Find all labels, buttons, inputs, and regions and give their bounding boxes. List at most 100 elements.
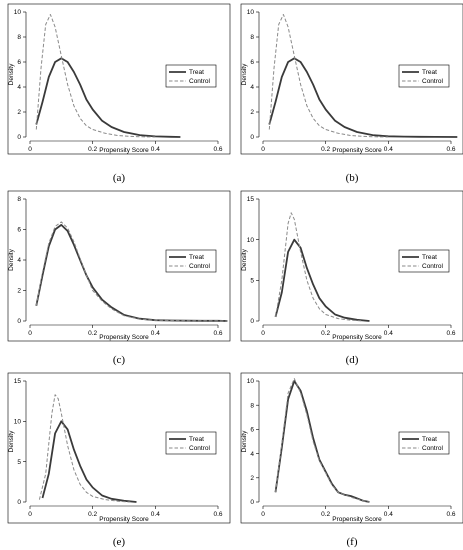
y-tick-label: 4 [17, 257, 21, 264]
y-tick-label: 2 [250, 109, 254, 116]
y-tick-label: 2 [17, 109, 21, 116]
y-axis-title: Density [241, 63, 248, 85]
y-tick-label: 0 [250, 318, 254, 325]
series-line-treat [35, 224, 228, 322]
y-tick-label: 4 [250, 84, 254, 91]
x-tick-label: 0.6 [213, 330, 222, 337]
chart-panel: 0 2 4 6 8 0 0.2 0.4 0.6 Propensity Score Density Tr… [7, 190, 231, 342]
y-tick-label: 2 [250, 475, 254, 482]
y-tick-label: 6 [250, 427, 254, 434]
legend-label-treat: Treat [189, 69, 204, 76]
series-line-control [275, 212, 364, 322]
legend: Treat Control [398, 249, 450, 273]
chart-panel: 0 5 10 15 0 0.2 0.4 0.6 Propensity Score Density T… [7, 372, 231, 524]
legend-label-treat: Treat [422, 69, 437, 76]
y-axis-title: Density [241, 248, 248, 270]
panel-frame [240, 190, 463, 342]
y-tick-label: 0 [250, 499, 254, 506]
legend-box [165, 64, 217, 88]
chart-panel: 0 5 10 15 0 0.2 0.4 0.6 Propensity Score Density T… [240, 190, 463, 342]
series-line-treat [268, 57, 458, 138]
legend-label-treat: Treat [189, 436, 204, 443]
x-tick-label: 0 [28, 146, 32, 153]
series-line-control [38, 394, 131, 503]
y-tick-label: 4 [17, 84, 21, 91]
series-line-treat [41, 420, 137, 503]
panel-frame [7, 372, 231, 524]
legend-label-control: Control [422, 445, 444, 452]
y-tick-label: 5 [250, 278, 254, 285]
x-tick-label: 0.4 [384, 511, 393, 518]
x-tick-label: 0.2 [88, 330, 97, 337]
legend-label-treat: Treat [422, 436, 437, 443]
y-tick-label: 8 [17, 196, 21, 203]
y-axis-title: Density [8, 430, 15, 452]
legend-label-control: Control [422, 263, 444, 270]
x-axis-title: Propensity Score [332, 334, 382, 341]
x-tick-label: 0.2 [321, 511, 330, 518]
panel-label: (f) [347, 536, 358, 548]
series-line-treat [35, 57, 181, 138]
series-line-treat [274, 238, 370, 322]
y-tick-label: 8 [250, 34, 254, 41]
y-tick-label: 10 [247, 237, 255, 244]
legend-box [165, 249, 217, 273]
y-tick-label: 6 [17, 59, 21, 66]
y-axis-title: Density [8, 248, 15, 270]
y-tick-label: 5 [17, 459, 21, 466]
legend-label-control: Control [189, 78, 211, 85]
x-tick-label: 0.4 [151, 146, 160, 153]
legend-label-treat: Treat [189, 254, 204, 261]
y-tick-label: 15 [247, 196, 255, 203]
legend: Treat Control [398, 431, 450, 455]
legend-box [398, 64, 450, 88]
panel-label: (a) [113, 172, 126, 184]
series-line-treat [274, 380, 370, 503]
x-tick-label: 0 [261, 511, 265, 518]
panel-label: (d) [346, 354, 359, 366]
panel-label: (e) [113, 536, 126, 548]
x-axis-title: Propensity Score [99, 334, 149, 341]
y-tick-label: 2 [17, 288, 21, 295]
y-tick-label: 10 [14, 9, 22, 16]
legend: Treat Control [398, 64, 450, 88]
y-tick-label: 0 [17, 134, 21, 141]
panel-frame [7, 190, 231, 342]
legend-label-control: Control [189, 263, 211, 270]
x-tick-label: 0.2 [321, 146, 330, 153]
series-line-control [268, 14, 389, 138]
x-tick-label: 0.6 [446, 330, 455, 337]
y-axis-title: Density [8, 63, 15, 85]
legend-box [165, 431, 217, 455]
x-tick-label: 0.4 [384, 330, 393, 337]
panel-label: (b) [346, 172, 359, 184]
y-axis-title: Density [241, 430, 248, 452]
x-tick-label: 0.6 [446, 146, 455, 153]
y-tick-label: 0 [17, 318, 21, 325]
chart-panel: 0 2 4 6 8 10 0 0.2 0.4 0.6 Propensity Score Density… [240, 372, 463, 524]
legend: Treat Control [165, 64, 217, 88]
y-tick-label: 0 [250, 134, 254, 141]
panel-frame [240, 3, 463, 155]
legend-label-treat: Treat [422, 254, 437, 261]
x-tick-label: 0.6 [213, 511, 222, 518]
y-tick-label: 8 [250, 402, 254, 409]
x-tick-label: 0 [261, 146, 265, 153]
legend-label-control: Control [422, 78, 444, 85]
legend: Treat Control [165, 431, 217, 455]
panel-label: (c) [113, 354, 126, 366]
x-tick-label: 0.6 [446, 511, 455, 518]
x-tick-label: 0.2 [88, 146, 97, 153]
legend: Treat Control [165, 249, 217, 273]
y-tick-label: 15 [14, 378, 22, 385]
x-tick-label: 0.2 [321, 330, 330, 337]
chart-panel: 0 2 4 6 8 10 0 0.2 0.4 0.6 Propensity Score Density… [240, 3, 463, 155]
x-axis-title: Propensity Score [332, 516, 382, 523]
x-axis-title: Propensity Score [99, 516, 149, 523]
y-tick-label: 0 [17, 499, 21, 506]
series-line-control [35, 221, 228, 322]
x-tick-label: 0.2 [88, 511, 97, 518]
x-tick-label: 0.4 [151, 511, 160, 518]
series-line-control [275, 378, 370, 503]
